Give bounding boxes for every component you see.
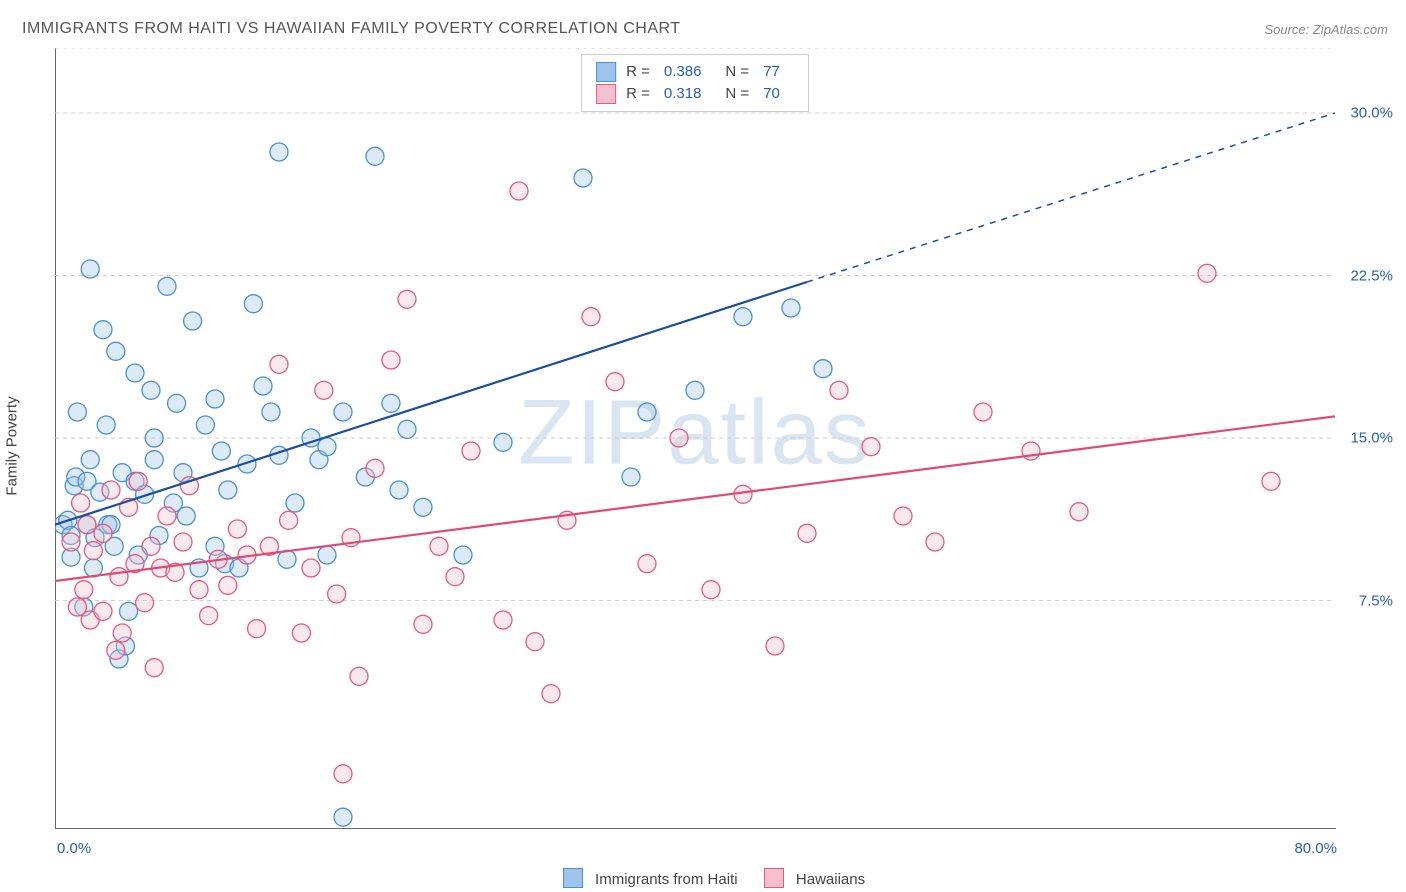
y-tick-label: 15.0%	[1350, 430, 1393, 447]
y-axis-label: Family Poverty	[4, 396, 21, 495]
y-tick-label: 7.5%	[1359, 592, 1393, 609]
legend-swatch-hawaiians	[596, 84, 616, 104]
x-tick-label: 0.0%	[57, 840, 91, 857]
source-credit: Source: ZipAtlas.com	[1264, 22, 1388, 37]
bottom-swatch-hawaiians	[764, 868, 784, 888]
legend-r-value-haiti: 0.386	[664, 61, 702, 83]
x-tick-label: 80.0%	[1294, 840, 1337, 857]
source-label: Source:	[1264, 22, 1312, 37]
bottom-swatch-haiti	[563, 868, 583, 888]
plot-svg	[55, 48, 1335, 828]
source-name: ZipAtlas.com	[1313, 22, 1388, 37]
legend-n-value-haiti: 77	[763, 61, 780, 83]
y-tick-label: 30.0%	[1350, 105, 1393, 122]
legend-r-label: R =	[626, 83, 650, 105]
legend-row-haiti: R = 0.386 N = 77	[596, 61, 794, 83]
legend-r-label: R =	[626, 61, 650, 83]
legend-n-label: N =	[725, 83, 749, 105]
legend-n-value-hawaiians: 70	[763, 83, 780, 105]
chart-title: IMMIGRANTS FROM HAITI VS HAWAIIAN FAMILY…	[22, 20, 681, 38]
legend-r-value-hawaiians: 0.318	[664, 83, 702, 105]
bottom-legend: Immigrants from Haiti Hawaiians	[0, 868, 1406, 888]
legend-n-label: N =	[725, 61, 749, 83]
y-tick-label: 22.5%	[1350, 267, 1393, 284]
legend-row-hawaiians: R = 0.318 N = 70	[596, 83, 794, 105]
legend-swatch-haiti	[596, 62, 616, 82]
bottom-label-hawaiians: Hawaiians	[796, 871, 865, 888]
plot-area: ZIPatlas R = 0.386 N = 77 R = 0.318 N = …	[55, 48, 1335, 828]
legend-top: R = 0.386 N = 77 R = 0.318 N = 70	[581, 54, 809, 112]
bottom-label-haiti: Immigrants from Haiti	[595, 871, 738, 888]
